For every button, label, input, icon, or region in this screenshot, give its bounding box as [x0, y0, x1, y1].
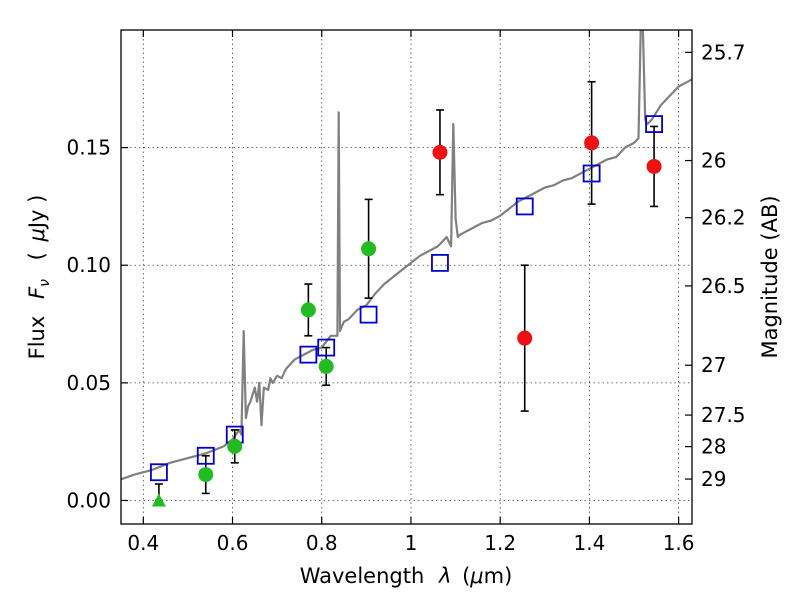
x-tick-label: 0.4	[127, 531, 159, 555]
y-axis-label: Flux Fν ( μJy )	[25, 195, 54, 360]
model-photometry-square	[359, 305, 378, 324]
mag-tick-label: 27	[701, 353, 726, 377]
model-photometry-square	[582, 164, 601, 183]
mag-tick-label: 26.5	[701, 274, 746, 298]
x-axis-label-word: Wavelength	[300, 564, 425, 588]
optical-point	[318, 358, 334, 374]
y2-axis-label: Magnitude (AB)	[758, 195, 782, 358]
y-axis-label-unit: Jy )	[25, 195, 49, 231]
optical-point	[300, 302, 316, 318]
mag-tick-label: 26	[701, 149, 726, 173]
model-spectrum-line	[121, 30, 692, 481]
y-tick-label: 0.00	[66, 488, 111, 512]
y-tick-label: 0.05	[66, 371, 111, 395]
x-tick-label: 1	[405, 531, 418, 555]
mag-tick-label: 26.2	[701, 206, 746, 230]
x-axis-label-unit: m)	[484, 564, 513, 588]
model-photometry-square	[431, 253, 449, 272]
x-axis-label-mu: μ	[469, 564, 483, 588]
x-axis-label: Wavelength λ (μm)	[300, 564, 513, 588]
y-axis-label-F: F	[25, 286, 49, 299]
mag-tick-label: 27.5	[701, 403, 746, 427]
nir-point	[432, 144, 448, 160]
mag-tick-label: 25.7	[701, 40, 746, 64]
model-photometry-square	[150, 463, 168, 482]
plot-frame	[120, 29, 693, 525]
y-tick-label: 0.10	[66, 253, 111, 277]
x-tick-label: 0.6	[217, 531, 249, 555]
nir-point	[517, 330, 533, 346]
axis-ticks: 0.4 0.6 0.8 1 1.2 1.4 1.6 0.00 0.05 0.10 0.15 25.7 2…	[66, 30, 746, 555]
optical-point	[361, 241, 377, 257]
model-photometry-square	[515, 197, 534, 216]
mag-tick-label: 29	[701, 467, 726, 491]
x-tick-label: 1.6	[663, 531, 695, 555]
optical-point	[227, 438, 243, 454]
y-tick-label: 0.15	[66, 136, 111, 160]
model-photometry-square	[645, 115, 663, 133]
x-tick-label: 1.2	[484, 531, 516, 555]
optical-point	[198, 467, 214, 483]
y-axis-label-nu: ν	[37, 279, 53, 287]
x-tick-label: 0.8	[306, 531, 338, 555]
mag-tick-label: 28	[701, 435, 726, 459]
nir-point	[646, 158, 662, 174]
x-axis-label-lambda: λ	[438, 564, 451, 588]
x-tick-label: 1.4	[573, 531, 605, 555]
model-photometry-square	[317, 338, 336, 357]
model-photometry-square	[299, 345, 318, 364]
nir-point	[584, 135, 600, 151]
y-axis-label-word: Flux	[25, 316, 49, 360]
x-axis-label-paren: (	[462, 564, 470, 588]
grid-lines	[121, 30, 692, 524]
model-photometry-square	[196, 446, 215, 465]
y-axis-label-paren: (	[25, 252, 49, 260]
y-axis-label-mu: μ	[25, 228, 49, 242]
plot-area	[121, 30, 692, 507]
upper-limit-triangle	[151, 493, 166, 507]
